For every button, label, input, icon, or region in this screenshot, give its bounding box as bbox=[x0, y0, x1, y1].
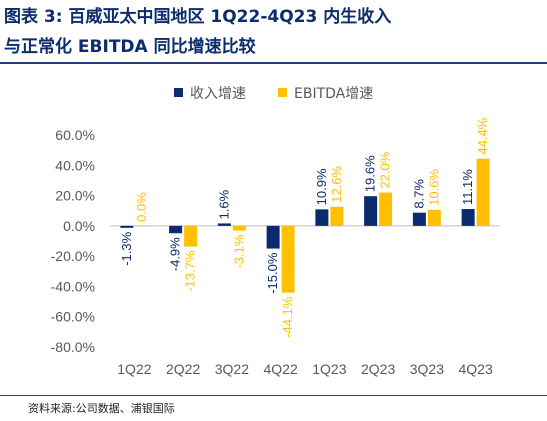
bar-ebitda bbox=[135, 225, 149, 227]
y-tick-label: -80.0% bbox=[51, 339, 95, 355]
y-tick-label: 40.0% bbox=[55, 157, 95, 173]
bar-ebitda bbox=[476, 158, 490, 226]
bar-ebitda bbox=[184, 225, 198, 247]
data-label-ebitda: -3.1% bbox=[231, 234, 246, 268]
x-tick-label: 3Q23 bbox=[410, 361, 444, 377]
y-tick-label: 20.0% bbox=[55, 188, 95, 204]
data-label-ebitda: 22.0% bbox=[378, 151, 393, 188]
x-tick-label: 2Q22 bbox=[166, 361, 200, 377]
chart-title-line-1: 图表 3: 百威亚太中国地区 1Q22-4Q23 内生收入 bbox=[4, 7, 392, 27]
y-tick-label: -40.0% bbox=[51, 278, 95, 294]
bar-ebitda bbox=[379, 192, 393, 226]
y-tick-label: 60.0% bbox=[55, 127, 95, 143]
x-tick-label: 4Q23 bbox=[459, 361, 493, 377]
chart-header: 图表 3: 百威亚太中国地区 1Q22-4Q23 内生收入 与正常化 EBITD… bbox=[4, 2, 543, 62]
data-label-revenue: -1.3% bbox=[119, 231, 134, 265]
y-tick-label: 0.0% bbox=[63, 218, 95, 234]
data-label-revenue: 10.9% bbox=[314, 168, 329, 205]
legend-swatch-ebitda bbox=[278, 88, 287, 97]
data-label-ebitda: -44.1% bbox=[280, 296, 295, 338]
header-divider bbox=[0, 62, 547, 64]
x-tick-label: 2Q23 bbox=[361, 361, 395, 377]
x-tick-label: 4Q22 bbox=[264, 361, 298, 377]
data-label-ebitda: 0.0% bbox=[134, 192, 149, 222]
data-label-revenue: 19.6% bbox=[363, 155, 378, 192]
data-label-revenue: -15.0% bbox=[265, 252, 280, 294]
bar-revenue bbox=[412, 212, 426, 226]
y-tick-label: -60.0% bbox=[51, 309, 95, 325]
data-label-revenue: 8.7% bbox=[411, 179, 426, 209]
bar-ebitda bbox=[427, 209, 441, 226]
data-label-ebitda: 10.6% bbox=[426, 169, 441, 206]
bar-revenue bbox=[461, 209, 475, 226]
legend-swatch-revenue bbox=[174, 88, 183, 97]
legend-label-revenue: 收入增速 bbox=[190, 86, 246, 102]
data-label-ebitda: -13.7% bbox=[183, 250, 198, 292]
data-label-revenue: -4.9% bbox=[168, 237, 183, 271]
bar-ebitda bbox=[281, 225, 295, 293]
bar-revenue bbox=[169, 225, 183, 234]
y-tick-label: -20.0% bbox=[51, 248, 95, 264]
bar-revenue bbox=[266, 225, 280, 249]
bar-revenue bbox=[315, 209, 329, 226]
x-tick-label: 3Q22 bbox=[215, 361, 249, 377]
data-label-revenue: 1.6% bbox=[216, 189, 231, 219]
chart-title-line-2: 与正常化 EBITDA 同比增速比较 bbox=[4, 37, 256, 57]
bar-revenue bbox=[364, 196, 378, 226]
bar-ebitda bbox=[232, 225, 246, 231]
x-tick-label: 1Q22 bbox=[117, 361, 151, 377]
bar-ebitda bbox=[330, 206, 344, 226]
x-tick-label: 1Q23 bbox=[312, 361, 346, 377]
bar-revenue bbox=[120, 225, 134, 228]
bar-revenue bbox=[217, 223, 231, 226]
data-label-revenue: 11.1% bbox=[460, 169, 475, 205]
data-label-ebitda: 44.4% bbox=[475, 117, 490, 154]
footer-divider bbox=[0, 395, 547, 396]
source-note: 资料来源:公司数据、浦银国际 bbox=[28, 402, 175, 415]
data-label-ebitda: 12.6% bbox=[329, 165, 344, 202]
legend-label-ebitda: EBITDA增速 bbox=[294, 86, 373, 102]
